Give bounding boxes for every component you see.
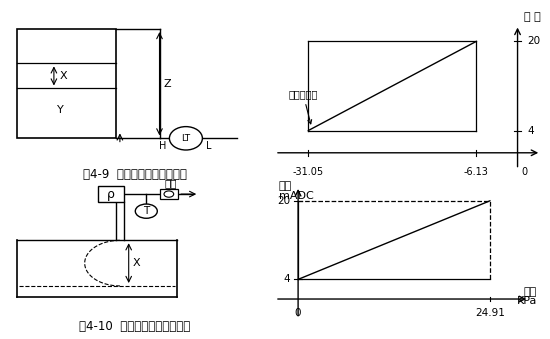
Text: H: H <box>159 141 166 151</box>
Text: LT: LT <box>182 134 190 143</box>
Text: X: X <box>59 71 67 81</box>
Text: 零位负迁移: 零位负迁移 <box>288 89 318 124</box>
Text: 24.91: 24.91 <box>475 308 505 318</box>
Circle shape <box>164 191 174 197</box>
Text: 输入: 输入 <box>524 287 537 297</box>
Text: Y: Y <box>57 105 64 115</box>
Text: 4: 4 <box>284 274 290 284</box>
Text: T: T <box>143 206 150 216</box>
Text: X: X <box>133 258 141 268</box>
Bar <box>98 186 124 202</box>
Text: 图4-9  开口容器液体测量举例: 图4-9 开口容器液体测量举例 <box>83 168 186 181</box>
Text: 空气: 空气 <box>164 178 177 188</box>
Circle shape <box>169 127 202 150</box>
Circle shape <box>135 204 157 218</box>
Text: -6.13: -6.13 <box>464 167 489 177</box>
Text: 20: 20 <box>277 196 290 206</box>
Text: 0: 0 <box>521 167 527 177</box>
Text: 图4-10  开口容器液体测量举例: 图4-10 开口容器液体测量举例 <box>79 320 190 333</box>
Text: 输出: 输出 <box>279 181 292 191</box>
Text: Z: Z <box>164 79 172 89</box>
Bar <box>16 29 116 138</box>
Text: 4: 4 <box>527 125 534 136</box>
Bar <box>160 189 178 199</box>
Text: L: L <box>206 141 211 151</box>
Text: 输 出: 输 出 <box>524 12 541 22</box>
Text: mADC: mADC <box>279 191 314 201</box>
Text: KPa: KPa <box>516 297 537 306</box>
Text: ρ: ρ <box>107 187 115 201</box>
Text: -31.05: -31.05 <box>293 167 324 177</box>
Text: 0: 0 <box>295 308 301 318</box>
Text: 20: 20 <box>527 36 541 46</box>
